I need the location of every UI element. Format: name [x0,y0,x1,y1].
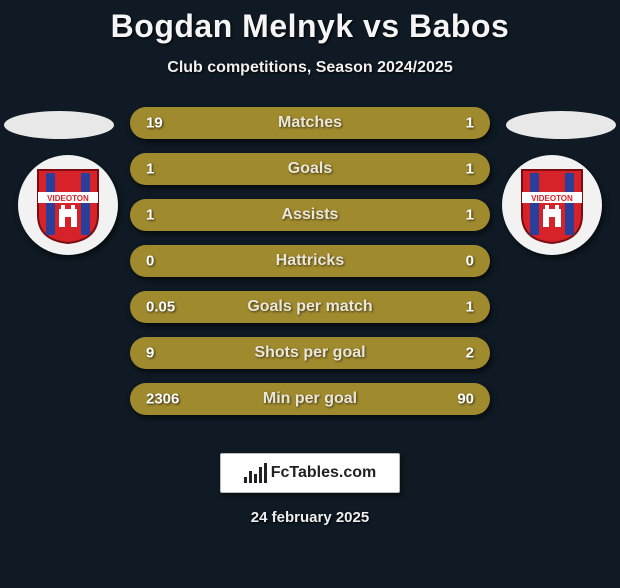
stat-row: 1 Assists 1 [130,199,490,231]
crest-icon: VIDEOTON [33,165,103,245]
crest-icon: VIDEOTON [517,165,587,245]
stat-left-value: 9 [146,345,154,362]
stat-right-value: 1 [466,299,474,316]
stat-label: Min per goal [130,390,490,408]
page-title: Bogdan Melnyk vs Babos [0,8,620,45]
stat-row: 19 Matches 1 [130,107,490,139]
stat-label: Shots per goal [130,344,490,362]
stat-label: Goals [130,160,490,178]
stat-right-value: 2 [466,345,474,362]
stat-label: Hattricks [130,252,490,270]
team-badge-left: VIDEOTON [18,155,118,255]
brand-text: FcTables.com [271,464,377,482]
stat-right-value: 90 [457,391,474,408]
stat-left-value: 0 [146,253,154,270]
stat-row: 0.05 Goals per match 1 [130,291,490,323]
stat-left-value: 19 [146,115,163,132]
brand-badge: FcTables.com [220,453,400,493]
stat-row: 2306 Min per goal 90 [130,383,490,415]
stat-right-value: 0 [466,253,474,270]
stat-left-value: 1 [146,207,154,224]
player-shadow-left [4,111,114,139]
stat-label: Matches [130,114,490,132]
comparison-panel: VIDEOTON VIDEOTON 19 Matches 1 1 Goa [0,103,620,433]
stat-left-value: 0.05 [146,299,175,316]
stat-label: Goals per match [130,298,490,316]
player-shadow-right [506,111,616,139]
stat-row: 0 Hattricks 0 [130,245,490,277]
stat-rows: 19 Matches 1 1 Goals 1 1 Assists 1 0 Hat… [130,107,490,429]
stat-row: 9 Shots per goal 2 [130,337,490,369]
footer-date: 24 february 2025 [0,509,620,526]
crest-text-right: VIDEOTON [531,194,573,203]
stat-label: Assists [130,206,490,224]
page-subtitle: Club competitions, Season 2024/2025 [0,59,620,77]
crest-text-left: VIDEOTON [47,194,89,203]
stat-row: 1 Goals 1 [130,153,490,185]
bars-icon [244,463,267,483]
stat-left-value: 2306 [146,391,179,408]
stat-right-value: 1 [466,115,474,132]
stat-right-value: 1 [466,207,474,224]
stat-left-value: 1 [146,161,154,178]
stat-right-value: 1 [466,161,474,178]
team-badge-right: VIDEOTON [502,155,602,255]
